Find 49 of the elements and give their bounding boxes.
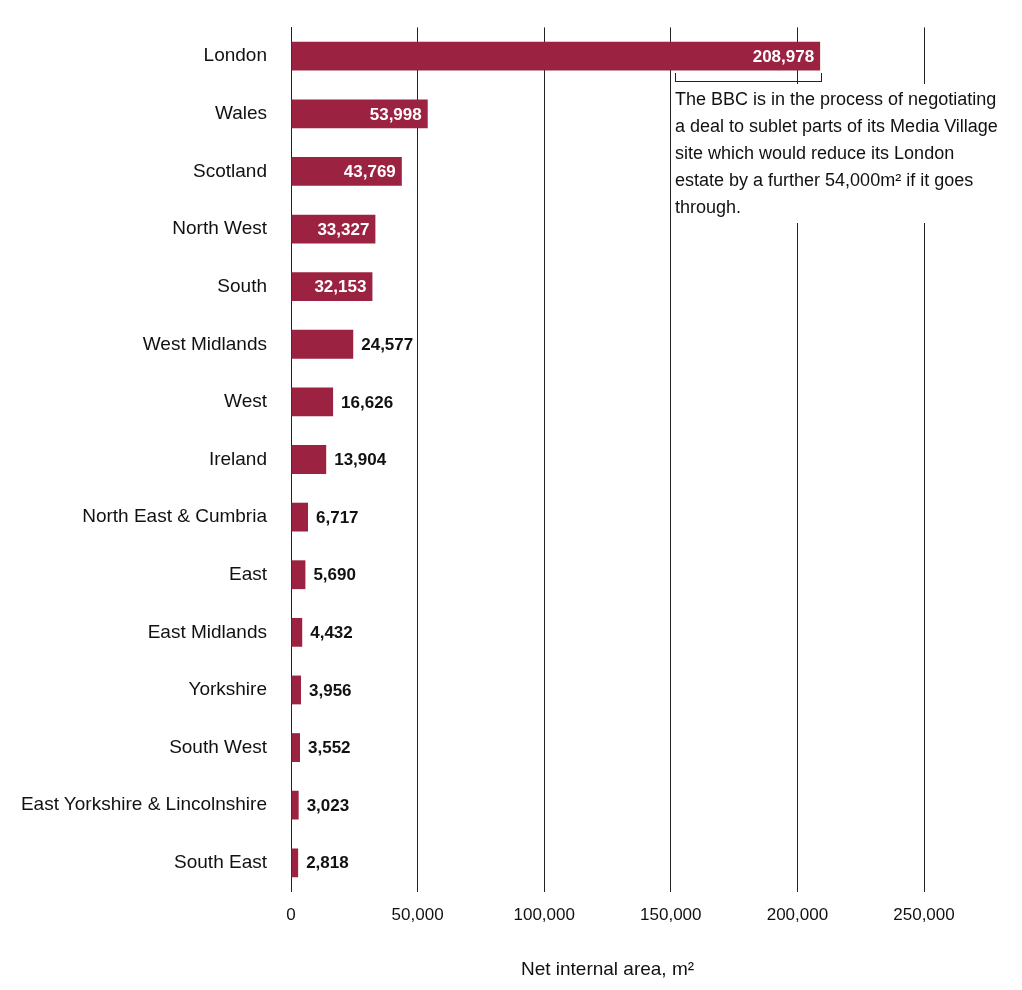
y-tick-label: West Midlands <box>142 332 267 354</box>
y-tick-label: East <box>228 562 268 584</box>
x-axis-title: Net internal area, m² <box>519 958 696 980</box>
bar <box>291 387 334 417</box>
bar <box>291 560 306 590</box>
data-label: 3,552 <box>307 738 351 758</box>
y-tick-label: North West <box>172 217 268 239</box>
data-label: 24,577 <box>361 334 414 354</box>
x-tick-label: 0 <box>286 905 296 925</box>
y-tick-label: East Midlands <box>147 620 267 642</box>
x-tick-label: 150,000 <box>640 905 702 925</box>
data-label: 33,327 <box>317 219 370 239</box>
y-tick-label: Ireland <box>208 447 267 469</box>
bar <box>291 329 354 359</box>
bar <box>291 848 299 878</box>
y-tick-label: Yorkshire <box>188 678 267 700</box>
data-label: 6,717 <box>316 507 359 527</box>
data-label: 43,769 <box>343 162 396 182</box>
bar <box>291 790 299 820</box>
annotation: The BBC is in the process of negotiating a deal to sublet parts of its Media Village site which would reduce its London estate by a further 54,000m² if it goes through. <box>673 84 1007 223</box>
data-label: 4,432 <box>310 623 353 643</box>
data-label: 5,690 <box>313 565 356 585</box>
x-tick-label: 200,000 <box>766 905 829 925</box>
y-tick-label: Scotland <box>193 159 267 181</box>
y-tick-label: West <box>224 390 268 412</box>
bar <box>291 41 821 71</box>
bar <box>291 502 309 532</box>
data-label: 3,956 <box>309 680 352 700</box>
data-label: 32,153 <box>314 277 367 297</box>
data-label: 3,023 <box>306 795 350 815</box>
data-label: 53,998 <box>369 104 422 124</box>
data-label: 208,978 <box>752 46 815 66</box>
x-tick-label: 100,000 <box>513 905 575 925</box>
y-tick-label: East Yorkshire & Lincolnshire <box>20 793 267 815</box>
y-tick-label: North East & Cumbria <box>82 505 268 527</box>
bar <box>291 445 327 474</box>
y-tick-label: South <box>217 274 267 296</box>
bar <box>291 617 303 647</box>
data-label: 13,904 <box>334 450 387 470</box>
bar <box>291 675 302 705</box>
y-tick-label: Wales <box>214 102 267 124</box>
bar <box>291 733 300 762</box>
y-tick-label: London <box>203 44 267 66</box>
y-tick-label: South West <box>169 735 268 757</box>
x-tick-label: 50,000 <box>391 905 444 925</box>
y-tick-label: South East <box>174 851 268 873</box>
data-label: 2,818 <box>306 853 349 873</box>
data-label: 16,626 <box>341 392 394 412</box>
x-tick-label: 250,000 <box>893 905 955 925</box>
